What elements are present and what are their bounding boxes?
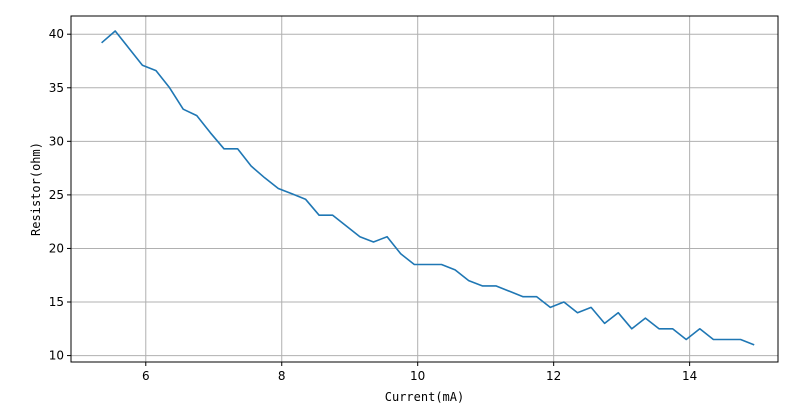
x-tick-label: 6 xyxy=(142,369,150,383)
y-axis-label: Resistor(ohm) xyxy=(29,142,43,236)
grid xyxy=(71,16,778,362)
axis-ticks: 6 8 10 12 14 10 15 20 25 30 35 40 xyxy=(49,27,698,383)
y-tick-label: 15 xyxy=(49,295,64,309)
y-tick-label: 30 xyxy=(49,134,64,148)
x-tick-label: 12 xyxy=(546,369,561,383)
x-tick-label: 8 xyxy=(278,369,286,383)
x-tick-label: 10 xyxy=(410,369,425,383)
y-tick-label: 10 xyxy=(49,349,64,363)
y-tick-label: 25 xyxy=(49,188,64,202)
series-line xyxy=(101,30,755,346)
y-tick-label: 35 xyxy=(49,81,64,95)
plot-frame xyxy=(70,15,779,363)
x-axis-label: Current(mA) xyxy=(385,390,464,404)
x-tick-label: 14 xyxy=(682,369,697,383)
y-tick-label: 20 xyxy=(49,241,64,255)
series-layer xyxy=(101,30,755,346)
y-tick-label: 40 xyxy=(49,27,64,41)
